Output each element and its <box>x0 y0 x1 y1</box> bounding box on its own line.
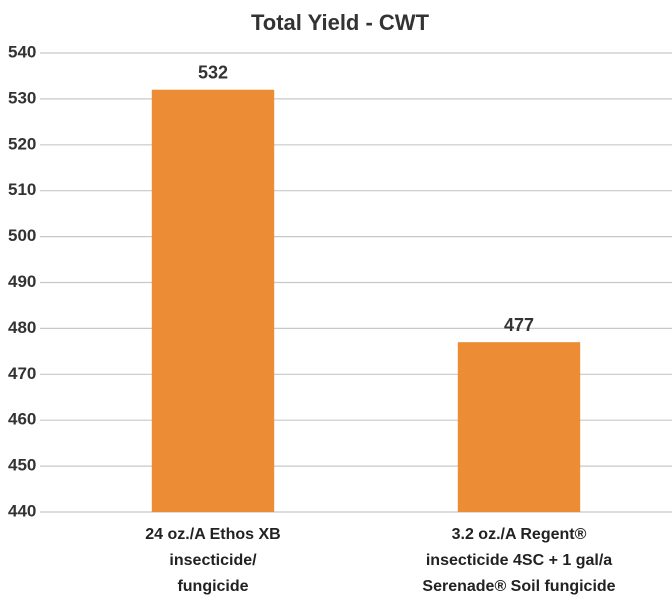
y-tick-label: 540 <box>8 42 36 61</box>
chart-title: Total Yield - CWT <box>251 10 430 35</box>
y-tick-label: 450 <box>8 456 36 475</box>
bar <box>457 342 581 512</box>
x-tick-label: 3.2 oz./A Regent® insecticide 4SC + 1 ga… <box>422 526 616 595</box>
y-tick-label: 500 <box>8 226 36 245</box>
value-label: 477 <box>504 315 534 335</box>
y-tick-label: 530 <box>8 88 36 107</box>
y-tick-label: 520 <box>8 134 36 153</box>
y-tick-label: 470 <box>8 364 36 383</box>
value-label: 532 <box>198 62 228 82</box>
y-tick-label: 480 <box>8 318 36 337</box>
y-tick-label: 440 <box>8 501 36 520</box>
y-tick-label: 510 <box>8 180 36 199</box>
y-tick-label: 460 <box>8 410 36 429</box>
x-tick-label: 24 oz./A Ethos XB insecticide/ fungicide <box>145 526 281 595</box>
bar <box>151 89 275 512</box>
y-tick-label: 490 <box>8 272 36 291</box>
